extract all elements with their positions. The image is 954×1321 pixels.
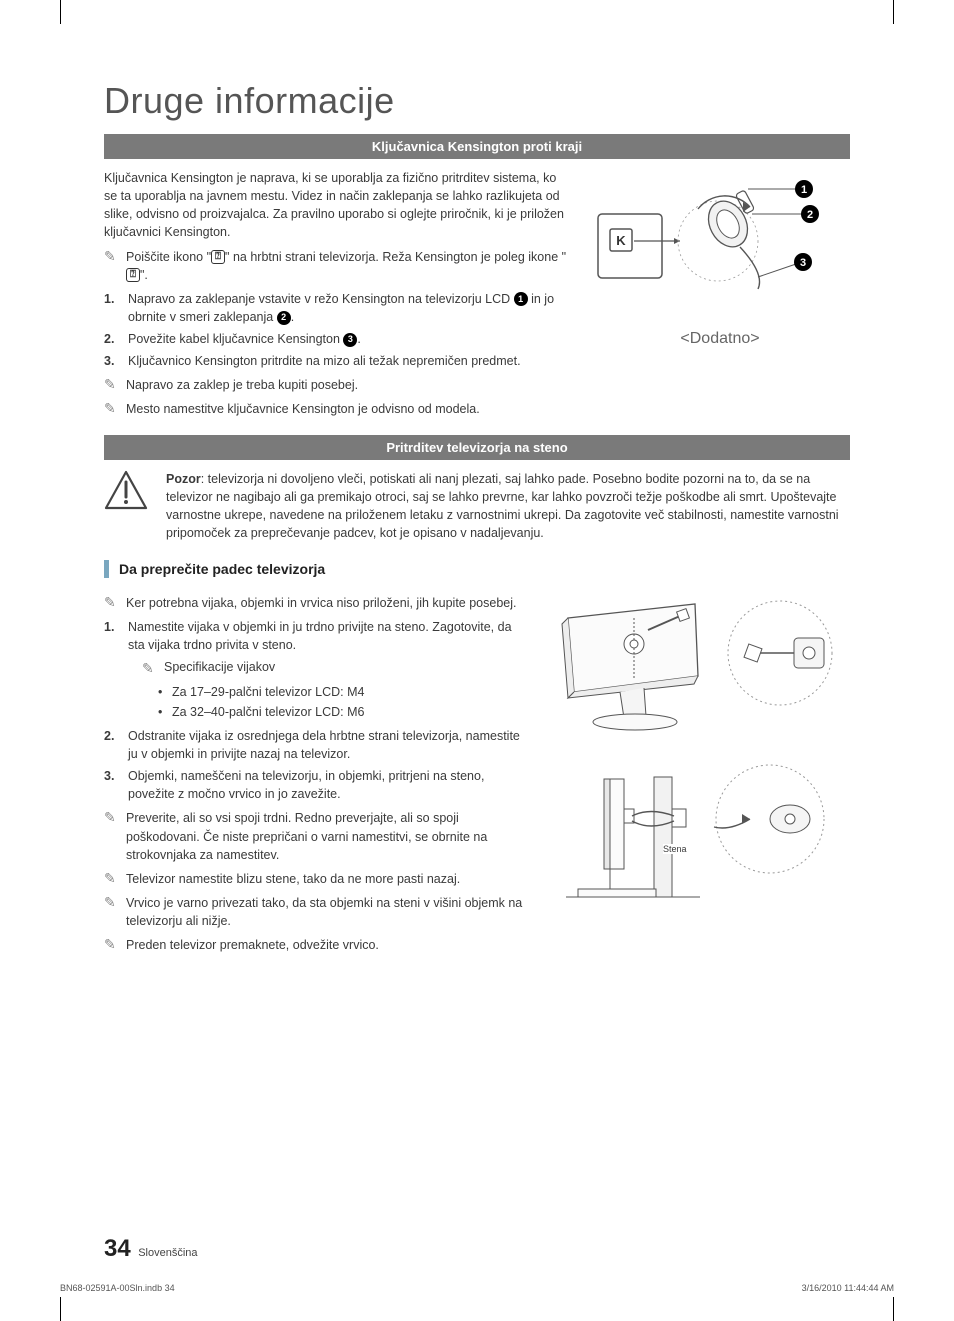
- warning-icon: [104, 470, 148, 510]
- subheading-prevent-fall: Da preprečite padec televizorja: [119, 561, 325, 577]
- print-timestamp: 3/16/2010 11:44:44 AM: [802, 1283, 894, 1293]
- note-untie-before-move: ✎ Preden televizor premaknete, odvežite …: [104, 936, 530, 954]
- page-content: Druge informacije Ključavnica Kensington…: [60, 40, 894, 1281]
- svg-text:1: 1: [801, 184, 807, 196]
- kensington-intro: Ključavnica Kensington je naprava, ki se…: [104, 169, 570, 242]
- page-footer-left: 34 Slovenščina: [104, 1235, 198, 1263]
- accent-bar: [104, 560, 109, 578]
- step-1: 1. Namestite vijaka v objemki in ju trdn…: [104, 618, 530, 723]
- crop-mark: [60, 0, 61, 24]
- print-file-id: BN68-02591A-00Sln.indb 34: [60, 1283, 175, 1293]
- spec-item: Za 17–29-palčni televizor LCD: M4: [158, 683, 530, 701]
- note-icon: ✎: [142, 658, 158, 678]
- crop-mark: [893, 0, 894, 24]
- note-icon: ✎: [104, 936, 120, 954]
- svg-text:2: 2: [807, 209, 813, 221]
- callout-2: 2: [277, 311, 291, 325]
- note-icon: ✎: [104, 870, 120, 888]
- step-2: 2. Odstranite vijaka iz osrednjega dela …: [104, 727, 530, 763]
- figure-kensington: K 1: [590, 169, 850, 348]
- note-icon: ✎: [104, 376, 120, 394]
- section-heading-wallmount: Pritrditev televizorja na steno: [104, 435, 850, 460]
- callout-1: 1: [514, 292, 528, 306]
- figure-caption: <Dodatno>: [590, 330, 850, 348]
- note-icon: ✎: [104, 248, 120, 284]
- warning-block: Pozor: televizorja ni dovoljeno vleči, p…: [104, 470, 850, 543]
- figure-wall-bracket-top: [550, 588, 850, 741]
- step-2: 2. Povežite kabel ključavnice Kensington…: [104, 330, 570, 348]
- step-3: 3. Ključavnico Kensington pritrdite na m…: [104, 352, 570, 370]
- step-1: 1. Napravo za zaklepanje vstavite v režo…: [104, 290, 570, 326]
- wall-label: Stena: [663, 844, 687, 854]
- page-title: Druge informacije: [104, 80, 850, 122]
- note-find-icon: ✎ Poiščite ikono "⍰" na hrbtni strani te…: [104, 248, 570, 284]
- step-3: 3. Objemki, nameščeni na televizorju, in…: [104, 767, 530, 803]
- callout-3: 3: [343, 333, 357, 347]
- note-icon: ✎: [104, 894, 120, 930]
- section-heading-kensington: Ključavnica Kensington proti kraji: [104, 134, 850, 159]
- note-icon: ✎: [104, 400, 120, 418]
- note-location-varies: ✎ Mesto namestitve ključavnice Kensingto…: [104, 400, 570, 418]
- figure-wall-bracket-side: Stena: [550, 759, 850, 922]
- note-near-wall: ✎ Televizor namestite blizu stene, tako …: [104, 870, 530, 888]
- note-bracket-height: ✎ Vrvico je varno privezati tako, da sta…: [104, 894, 530, 930]
- note-check-joints: ✎ Preverite, ali so vsi spoji trdni. Red…: [104, 809, 530, 863]
- note-buy-separately: ✎ Napravo za zaklep je treba kupiti pose…: [104, 376, 570, 394]
- kensington-slot-icon: ⍰: [211, 250, 225, 264]
- svg-text:3: 3: [800, 257, 806, 269]
- kensington-slot-icon: ⍰: [126, 268, 140, 282]
- note-not-included: ✎ Ker potrebna vijaka, objemki in vrvica…: [104, 594, 530, 612]
- page-number: 34: [104, 1235, 131, 1262]
- language-label: Slovenščina: [138, 1247, 197, 1259]
- crop-mark: [60, 1297, 61, 1321]
- k-label: K: [616, 233, 626, 248]
- crop-mark: [893, 1297, 894, 1321]
- note-icon: ✎: [104, 809, 120, 863]
- note-icon: ✎: [104, 594, 120, 612]
- spec-item: Za 32–40-palčni televizor LCD: M6: [158, 703, 530, 721]
